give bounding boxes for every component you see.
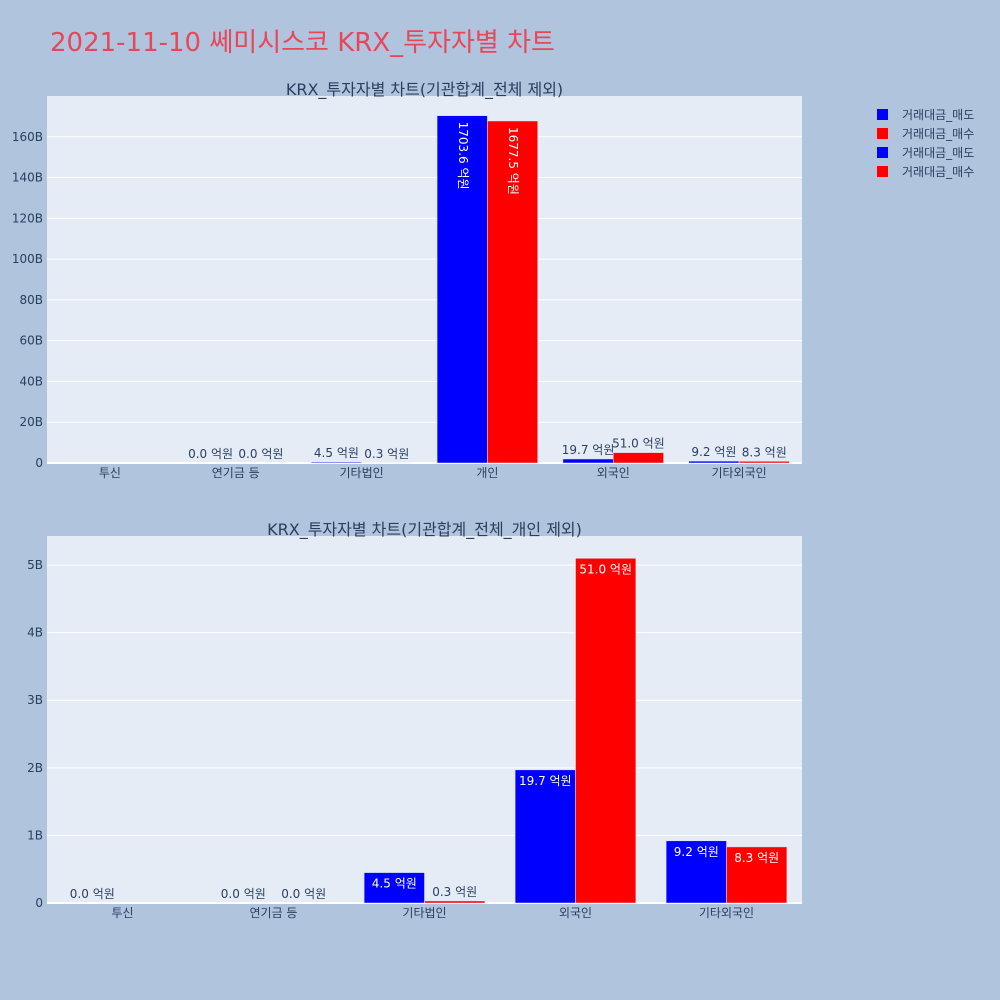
bar <box>363 872 425 904</box>
legend-swatch <box>877 109 888 120</box>
x-tick-label: 투신 <box>111 906 133 920</box>
data-label: 4.5 억원 <box>314 446 359 460</box>
legend-label: 거래대금_매수 <box>902 127 974 141</box>
data-label: 0.0 억원 <box>238 447 283 461</box>
y-tick-label: 40B <box>19 374 43 388</box>
x-tick-label: 기타외국인 <box>699 906 754 920</box>
bar <box>514 769 576 904</box>
plot-background <box>47 96 802 463</box>
data-label: 0.0 억원 <box>70 887 115 901</box>
data-label: 51.0 억원 <box>579 562 632 576</box>
y-tick-label: 2B <box>27 761 43 775</box>
chart-title: KRX_투자자별 차트(기관합계_전체_개인 제외) <box>267 520 582 540</box>
bar <box>575 558 637 904</box>
legend-swatch <box>877 166 888 177</box>
data-label: 0.0 억원 <box>281 887 326 901</box>
y-tick-label: 0 <box>35 896 43 910</box>
bar <box>311 461 362 464</box>
y-tick-label: 80B <box>19 293 43 307</box>
x-tick-label: 기타외국인 <box>711 466 766 480</box>
legend-label: 거래대금_매수 <box>902 165 974 179</box>
data-label: 9.2 억원 <box>674 845 719 859</box>
y-tick-label: 120B <box>12 211 43 225</box>
data-label: 8.3 억원 <box>734 851 779 865</box>
y-tick-label: 140B <box>12 171 43 185</box>
legend-swatch <box>877 147 888 158</box>
legend-label: 거래대금_매도 <box>902 146 974 160</box>
y-tick-label: 20B <box>19 415 43 429</box>
data-label: 8.3 억원 <box>742 445 787 459</box>
data-label: 0.0 억원 <box>221 887 266 901</box>
y-tick-label: 5B <box>27 558 43 572</box>
x-tick-label: 외국인 <box>559 906 592 920</box>
data-label: 0.3 억원 <box>364 447 409 461</box>
chart-2: 0 1B 2B 3B 4B 5B KRX_투자자별 차트(기관합계_전체_개인 제외) 투신 연… <box>27 520 802 920</box>
x-tick-label: 외국인 <box>597 466 630 480</box>
x-tick-label: 연기금 등 <box>250 906 298 920</box>
bar <box>424 900 486 904</box>
data-label: 1677.5 억원 <box>506 127 520 195</box>
bar <box>688 460 740 464</box>
y-tick-label: 3B <box>27 693 43 707</box>
data-label: 0.3 억원 <box>432 885 477 899</box>
bar <box>665 840 727 904</box>
x-tick-label: 연기금 등 <box>212 466 260 480</box>
y-tick-label: 0 <box>35 456 43 470</box>
y-tick-label: 100B <box>12 252 43 266</box>
bar <box>613 452 664 464</box>
y-tick-label: 60B <box>19 334 43 348</box>
y-tick-label: 1B <box>27 828 43 842</box>
legend-swatch <box>877 128 888 139</box>
y-tick-label: 4B <box>27 626 43 640</box>
chart-1: 0 20B 40B 60B 80B 100B 120B 140B 160B KRX_투자자별 차트… <box>12 80 802 480</box>
data-label: 51.0 억원 <box>612 437 665 451</box>
x-tick-label: 기타법인 <box>339 466 383 480</box>
bar <box>436 115 488 464</box>
bar <box>562 458 614 464</box>
x-tick-label: 투신 <box>99 466 121 480</box>
chart-title: KRX_투자자별 차트(기관합계_전체 제외) <box>286 80 563 100</box>
x-tick-label: 개인 <box>476 466 498 480</box>
x-tick-label: 기타법인 <box>402 906 446 920</box>
data-label: 9.2 억원 <box>691 445 736 459</box>
data-label: 0.0 억원 <box>188 447 233 461</box>
y-tick-label: 160B <box>12 130 43 144</box>
legend-label: 거래대금_매도 <box>902 108 974 122</box>
bar <box>738 461 790 464</box>
bar <box>726 846 788 904</box>
data-label: 4.5 억원 <box>372 877 417 891</box>
data-label: 19.7 억원 <box>519 774 572 788</box>
data-label: 1703.6 억원 <box>456 122 470 190</box>
bar <box>487 120 538 464</box>
page-title: 2021-11-10 쎄미시스코 KRX_투자자별 차트 <box>50 28 555 58</box>
data-label: 19.7 억원 <box>562 443 615 457</box>
